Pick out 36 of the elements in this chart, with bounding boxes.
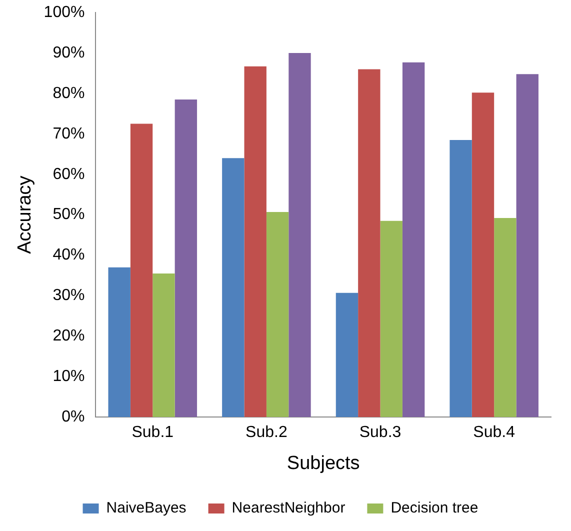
- legend-label: Decision tree: [390, 500, 478, 517]
- y-tick-label: 60%: [52, 166, 85, 183]
- bar: [402, 62, 425, 417]
- y-tick-label: 40%: [52, 246, 85, 264]
- bar: [130, 124, 153, 417]
- y-tick-label: 30%: [52, 287, 85, 304]
- bar: [472, 92, 494, 417]
- bar: [358, 69, 380, 417]
- bar: [450, 140, 472, 417]
- y-tick-label: 50%: [52, 206, 85, 224]
- y-tick-label: 10%: [52, 368, 85, 385]
- bar: [336, 292, 358, 417]
- bar: [222, 158, 244, 417]
- y-tick-label: 80%: [52, 84, 85, 102]
- x-tick-label: Sub.1: [132, 424, 174, 442]
- bar: [266, 212, 289, 417]
- bar: [152, 273, 175, 417]
- y-tick-label: 70%: [52, 125, 85, 142]
- bar: [494, 218, 516, 417]
- y-tick-label: 90%: [52, 44, 85, 62]
- x-tick-label: Sub.4: [473, 424, 516, 442]
- bar: [516, 74, 538, 417]
- legend-label: NearestNeighbor: [232, 500, 346, 517]
- x-tick-label: Sub.2: [246, 424, 288, 442]
- x-tick-label: Sub.3: [359, 424, 402, 442]
- bar: [174, 100, 198, 417]
- bar: [380, 220, 402, 417]
- y-axis-title: Accuracy: [14, 175, 36, 254]
- bar: [108, 267, 130, 417]
- y-tick-label: 0%: [62, 408, 85, 426]
- y-tick-label: 100%: [44, 4, 85, 22]
- bar: [244, 66, 266, 417]
- bar: [288, 53, 311, 417]
- legend-label: NaiveBayes: [106, 500, 186, 517]
- y-tick-label: 20%: [52, 328, 85, 345]
- x-axis-title: Subjects: [286, 452, 360, 474]
